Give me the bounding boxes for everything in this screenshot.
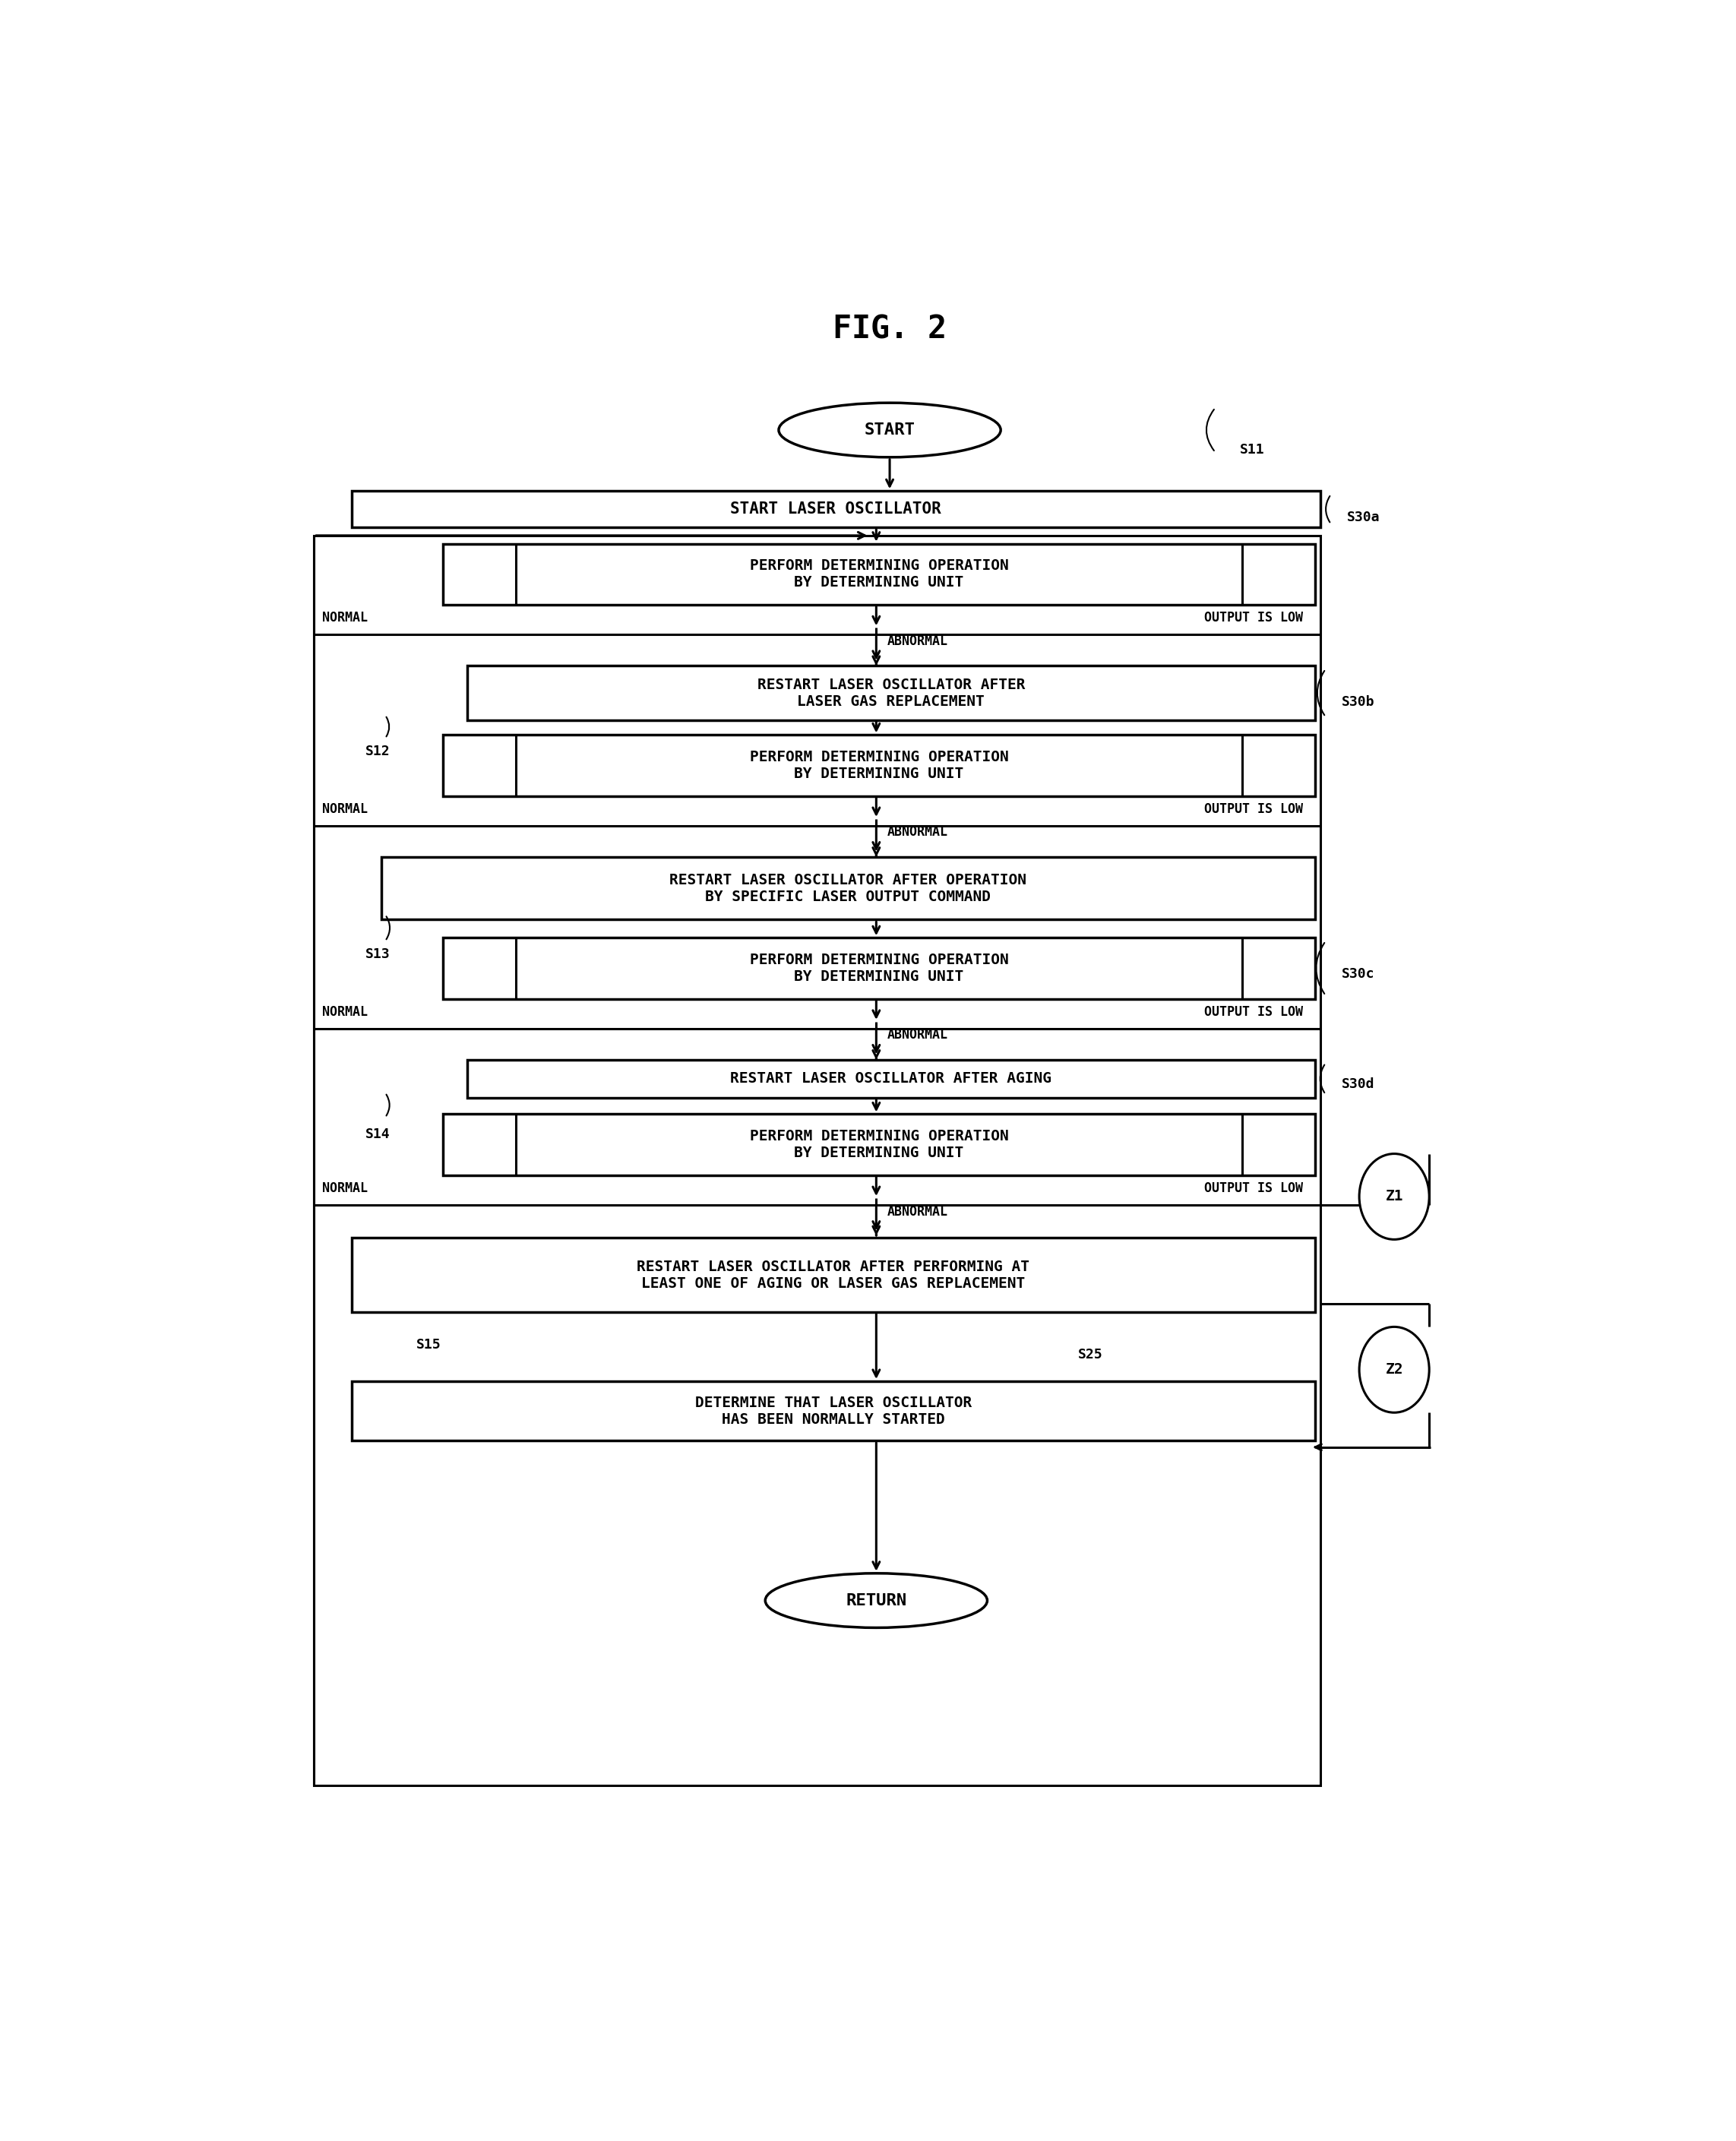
Text: PERFORM DETERMINING OPERATION
BY DETERMINING UNIT: PERFORM DETERMINING OPERATION BY DETERMI… (750, 749, 1009, 781)
Text: S14: S14 (365, 1126, 391, 1141)
FancyBboxPatch shape (467, 1060, 1314, 1098)
Text: OUTPUT IS LOW: OUTPUT IS LOW (1205, 1182, 1302, 1195)
Text: S13: S13 (365, 948, 391, 961)
Text: START LASER OSCILLATOR: START LASER OSCILLATOR (731, 501, 941, 516)
Text: S15: S15 (417, 1338, 441, 1351)
FancyBboxPatch shape (351, 1381, 1314, 1441)
FancyBboxPatch shape (314, 535, 1319, 1786)
Text: S30c: S30c (1342, 968, 1375, 981)
Text: OUTPUT IS LOW: OUTPUT IS LOW (1205, 1004, 1302, 1019)
Text: RESTART LASER OSCILLATOR AFTER OPERATION
BY SPECIFIC LASER OUTPUT COMMAND: RESTART LASER OSCILLATOR AFTER OPERATION… (670, 874, 1026, 904)
Text: NORMAL: NORMAL (321, 610, 368, 625)
Text: PERFORM DETERMINING OPERATION
BY DETERMINING UNIT: PERFORM DETERMINING OPERATION BY DETERMI… (750, 559, 1009, 589)
FancyBboxPatch shape (351, 1237, 1314, 1312)
Text: RESTART LASER OSCILLATOR AFTER AGING: RESTART LASER OSCILLATOR AFTER AGING (731, 1070, 1052, 1085)
Text: S25: S25 (1078, 1349, 1102, 1362)
FancyBboxPatch shape (443, 1113, 1314, 1175)
Text: FIG. 2: FIG. 2 (833, 313, 946, 345)
Text: START: START (865, 422, 915, 437)
Text: S12: S12 (365, 745, 391, 758)
Text: NORMAL: NORMAL (321, 1182, 368, 1195)
Text: OUTPUT IS LOW: OUTPUT IS LOW (1205, 803, 1302, 816)
Text: Z2: Z2 (1385, 1362, 1403, 1377)
Text: S30a: S30a (1347, 510, 1380, 525)
Text: DETERMINE THAT LASER OSCILLATOR
HAS BEEN NORMALLY STARTED: DETERMINE THAT LASER OSCILLATOR HAS BEEN… (694, 1396, 972, 1426)
FancyBboxPatch shape (382, 856, 1314, 921)
Text: ABNORMAL: ABNORMAL (887, 634, 948, 649)
Text: S30b: S30b (1342, 696, 1375, 709)
Text: NORMAL: NORMAL (321, 1004, 368, 1019)
Text: RETURN: RETURN (845, 1593, 906, 1608)
Text: ABNORMAL: ABNORMAL (887, 826, 948, 839)
Text: S11: S11 (1240, 443, 1264, 456)
Text: RESTART LASER OSCILLATOR AFTER
LASER GAS REPLACEMENT: RESTART LASER OSCILLATOR AFTER LASER GAS… (757, 677, 1024, 709)
FancyBboxPatch shape (467, 666, 1314, 719)
FancyBboxPatch shape (351, 490, 1319, 527)
FancyBboxPatch shape (443, 734, 1314, 796)
Text: PERFORM DETERMINING OPERATION
BY DETERMINING UNIT: PERFORM DETERMINING OPERATION BY DETERMI… (750, 1128, 1009, 1160)
Text: ABNORMAL: ABNORMAL (887, 1205, 948, 1218)
Ellipse shape (766, 1574, 988, 1627)
Text: RESTART LASER OSCILLATOR AFTER PERFORMING AT
LEAST ONE OF AGING OR LASER GAS REP: RESTART LASER OSCILLATOR AFTER PERFORMIN… (637, 1259, 1029, 1291)
Text: NORMAL: NORMAL (321, 803, 368, 816)
FancyBboxPatch shape (443, 544, 1314, 604)
Text: S30d: S30d (1342, 1077, 1375, 1092)
Text: PERFORM DETERMINING OPERATION
BY DETERMINING UNIT: PERFORM DETERMINING OPERATION BY DETERMI… (750, 953, 1009, 985)
FancyBboxPatch shape (443, 938, 1314, 998)
Text: ABNORMAL: ABNORMAL (887, 1028, 948, 1043)
Text: Z1: Z1 (1385, 1190, 1403, 1203)
Ellipse shape (779, 403, 1000, 458)
Text: OUTPUT IS LOW: OUTPUT IS LOW (1205, 610, 1302, 625)
